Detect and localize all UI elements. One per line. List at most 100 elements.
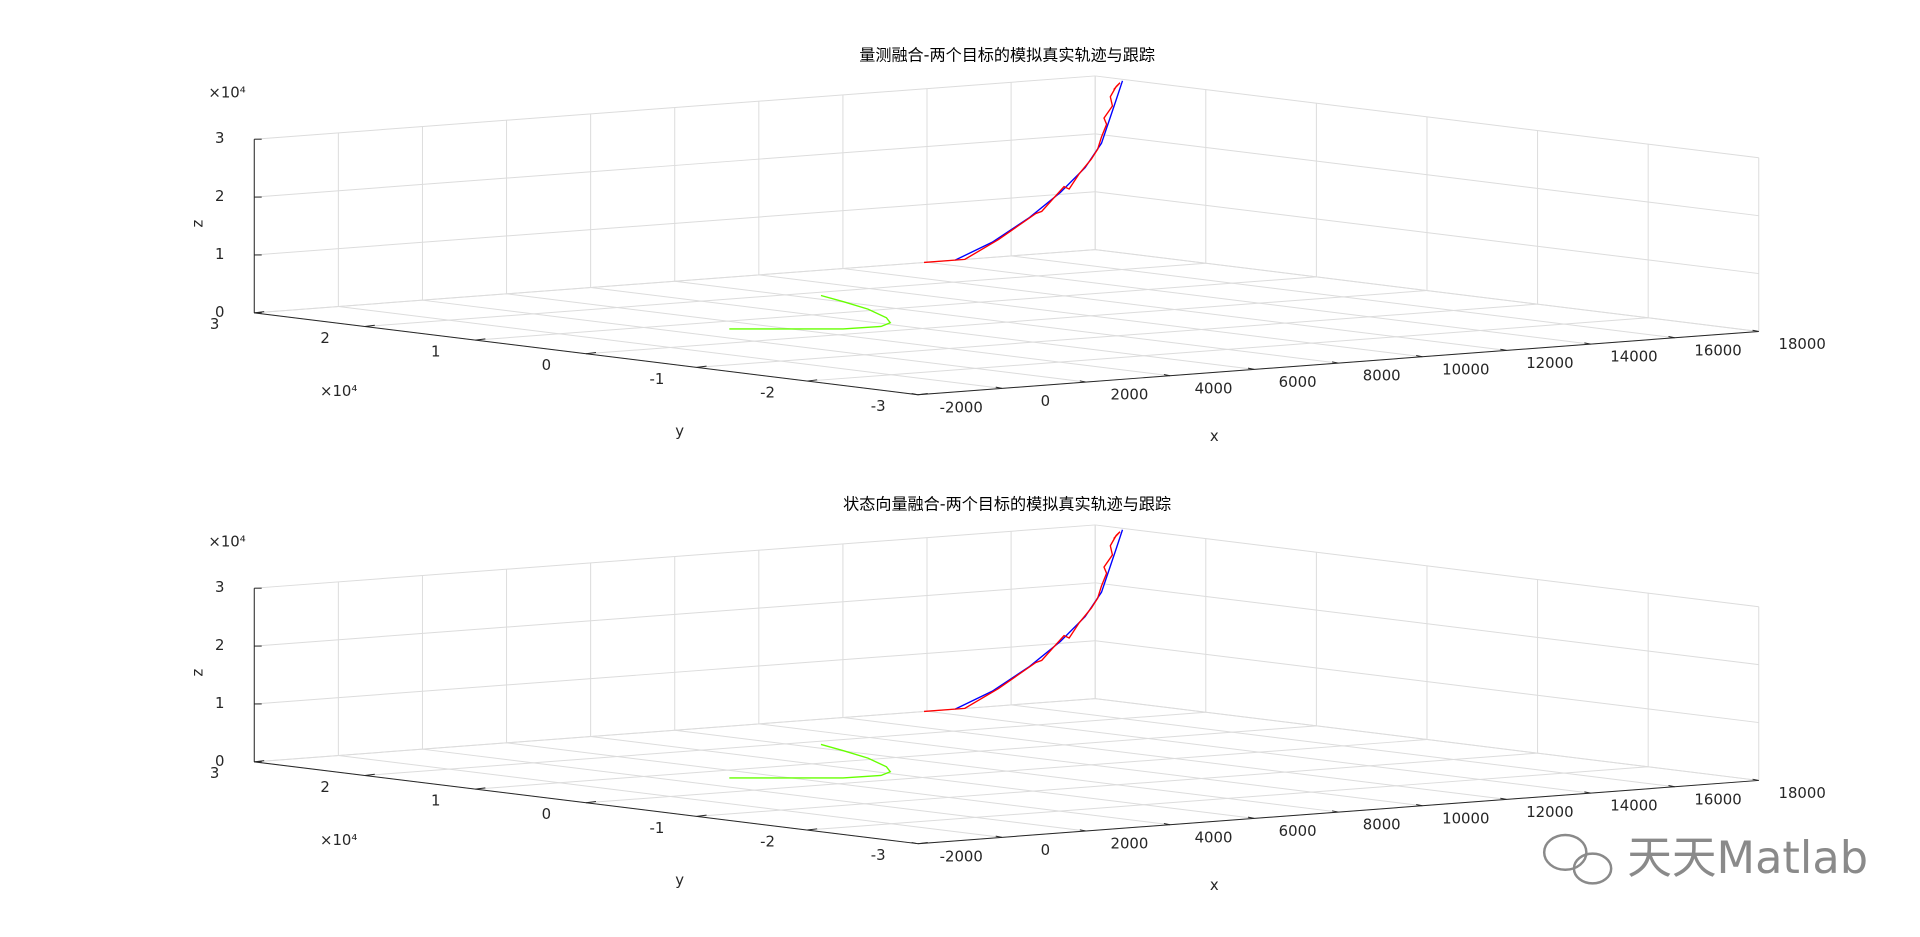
x-tick-label: 10000 [1442, 360, 1489, 378]
x-tick-label: 8000 [1363, 816, 1401, 834]
x-tick-label: -2000 [940, 847, 983, 865]
y-tick-label: 1 [431, 343, 440, 361]
y-tick [917, 841, 928, 845]
x-tick-label: 0 [1041, 392, 1050, 410]
trajectory [923, 82, 1121, 264]
x-tick [1584, 342, 1591, 345]
x-tick [1079, 829, 1087, 832]
x-tick [1247, 816, 1255, 819]
grid-line [696, 303, 1538, 368]
grid-line [1095, 133, 1759, 217]
z-multiplier: ×10⁴ [208, 83, 245, 101]
x-tick-label: -2000 [940, 398, 983, 416]
y-tick [807, 828, 818, 831]
y-tick [475, 787, 486, 790]
y-tick-label: -2 [760, 832, 775, 850]
x-tick [1584, 791, 1591, 794]
x-tick [1500, 797, 1507, 800]
y-tick [364, 773, 375, 776]
x-tick [1079, 380, 1087, 383]
x-axis-label: x [1210, 427, 1219, 445]
y-tick [917, 392, 928, 396]
x-tick [1331, 810, 1339, 813]
y-tick-label: 0 [542, 805, 551, 823]
x-tick [1416, 355, 1423, 358]
x-tick-label: 18000 [1779, 335, 1826, 353]
y-tick-label: -1 [650, 370, 665, 388]
grid-line [254, 133, 1096, 198]
y-tick [696, 814, 707, 817]
z-tick-label: 1 [215, 694, 224, 712]
y-tick [585, 352, 597, 355]
z-tick-label: 3 [215, 129, 224, 147]
x-tick-label: 2000 [1110, 835, 1148, 853]
grid-line [696, 752, 1538, 817]
y-tick [585, 801, 597, 804]
grid-line [1095, 249, 1759, 332]
y-tick [364, 324, 375, 327]
z-axis-label: z [188, 668, 206, 676]
x-tick [995, 386, 1003, 389]
x-tick [995, 835, 1003, 838]
x-tick [1752, 329, 1759, 332]
x-tick [1668, 336, 1675, 339]
grid-line [364, 711, 1206, 776]
x-tick [1163, 373, 1171, 377]
y-tick-label: 2 [320, 329, 329, 347]
z-tick-label: 1 [215, 245, 224, 263]
z-tick-label: 0 [215, 752, 224, 770]
grid-line [254, 582, 1096, 647]
x-tick-label: 12000 [1526, 803, 1573, 821]
x-tick [911, 392, 918, 396]
grid-line [586, 739, 1428, 804]
axes-3d: -2000 0 2000 4000 6000 8000 10000 12000 14000 160… [188, 495, 1825, 894]
x-tick [1163, 822, 1171, 826]
y-tick-label: 3 [210, 764, 219, 782]
x-tick-label: 6000 [1279, 822, 1317, 840]
grid-line [254, 191, 1096, 256]
x-tick-label: 12000 [1526, 354, 1573, 372]
x-axis-label: x [1210, 876, 1219, 894]
grid-line [586, 290, 1428, 355]
x-tick [1752, 778, 1759, 781]
y-tick [475, 338, 486, 341]
x-tick-label: 0 [1041, 841, 1050, 859]
y-multiplier: ×10⁴ [320, 831, 357, 849]
grid-line [1095, 640, 1759, 724]
trajectory [923, 531, 1121, 713]
x-tick-label: 4000 [1195, 828, 1233, 846]
grid-line [254, 524, 1096, 589]
z-tick-label: 3 [215, 578, 224, 596]
grid-line [1095, 582, 1759, 666]
y-tick-label: -3 [871, 846, 886, 864]
y-axis-label: y [675, 422, 684, 440]
grid-line [1095, 75, 1759, 159]
grid-line [1095, 698, 1759, 781]
x-tick-label: 6000 [1279, 373, 1317, 391]
chart-title: 量测融合-两个目标的模拟真实轨迹与跟踪 [859, 46, 1155, 65]
z-axis-label: z [188, 219, 206, 227]
y-tick [807, 379, 818, 382]
grid-line [254, 640, 1096, 705]
trajectory [729, 294, 892, 330]
axes-3d: -2000 0 2000 4000 6000 8000 10000 12000 14000 160… [188, 46, 1825, 445]
x-tick-label: 16000 [1694, 341, 1741, 359]
z-tick-label: 0 [215, 303, 224, 321]
grid-line [807, 766, 1649, 831]
x-tick-label: 10000 [1442, 809, 1489, 827]
watermark-icon [1542, 833, 1613, 885]
x-tick [1416, 804, 1423, 807]
z-tick-label: 2 [215, 187, 224, 205]
x-tick [1247, 367, 1255, 370]
x-tick [911, 841, 918, 845]
grid-line [254, 75, 1096, 140]
y-tick-label: 0 [542, 356, 551, 374]
y-tick-label: 3 [210, 315, 219, 333]
y-tick [696, 365, 707, 368]
x-tick [1331, 361, 1339, 364]
chart-title: 状态向量融合-两个目标的模拟真实轨迹与跟踪 [843, 495, 1171, 514]
grid-line [475, 725, 1317, 790]
